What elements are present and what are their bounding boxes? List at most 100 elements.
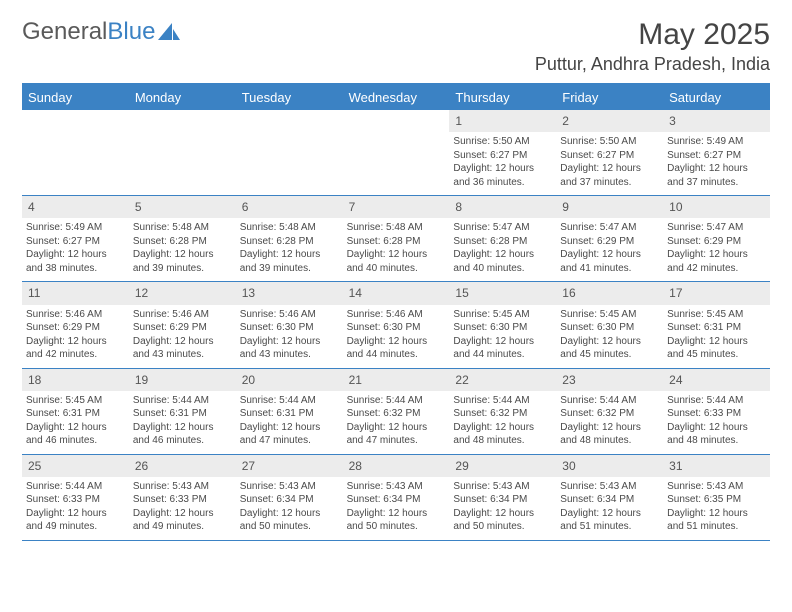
sunset-line: Sunset: 6:28 PM	[453, 235, 552, 249]
day-cell-18: 18Sunrise: 5:45 AMSunset: 6:31 PMDayligh…	[22, 369, 129, 454]
daylight-line: Daylight: 12 hours and 39 minutes.	[240, 248, 339, 275]
week-row: 25Sunrise: 5:44 AMSunset: 6:33 PMDayligh…	[22, 455, 770, 541]
daylight-line: Daylight: 12 hours and 48 minutes.	[667, 421, 766, 448]
day-number: 28	[343, 455, 450, 477]
day-number: 30	[556, 455, 663, 477]
day-cell-15: 15Sunrise: 5:45 AMSunset: 6:30 PMDayligh…	[449, 282, 556, 367]
sunrise-line: Sunrise: 5:45 AM	[560, 308, 659, 322]
title-block: May 2025 Puttur, Andhra Pradesh, India	[535, 18, 770, 75]
sunset-line: Sunset: 6:27 PM	[453, 149, 552, 163]
day-number: 14	[343, 282, 450, 304]
day-cell-12: 12Sunrise: 5:46 AMSunset: 6:29 PMDayligh…	[129, 282, 236, 367]
day-number: 16	[556, 282, 663, 304]
sunset-line: Sunset: 6:31 PM	[133, 407, 232, 421]
day-number: 11	[22, 282, 129, 304]
daylight-line: Daylight: 12 hours and 50 minutes.	[453, 507, 552, 534]
sunset-line: Sunset: 6:33 PM	[667, 407, 766, 421]
sunrise-line: Sunrise: 5:43 AM	[453, 480, 552, 494]
day-number: 10	[663, 196, 770, 218]
day-cell-1: 1Sunrise: 5:50 AMSunset: 6:27 PMDaylight…	[449, 110, 556, 195]
daylight-line: Daylight: 12 hours and 48 minutes.	[453, 421, 552, 448]
sunrise-line: Sunrise: 5:43 AM	[667, 480, 766, 494]
day-cell-6: 6Sunrise: 5:48 AMSunset: 6:28 PMDaylight…	[236, 196, 343, 281]
daylight-line: Daylight: 12 hours and 46 minutes.	[26, 421, 125, 448]
logo: GeneralBlue	[22, 18, 180, 46]
sunset-line: Sunset: 6:32 PM	[453, 407, 552, 421]
day-number: 1	[449, 110, 556, 132]
sunset-line: Sunset: 6:34 PM	[240, 493, 339, 507]
day-cell-13: 13Sunrise: 5:46 AMSunset: 6:30 PMDayligh…	[236, 282, 343, 367]
sunset-line: Sunset: 6:32 PM	[560, 407, 659, 421]
daylight-line: Daylight: 12 hours and 51 minutes.	[560, 507, 659, 534]
sunrise-line: Sunrise: 5:44 AM	[26, 480, 125, 494]
calendar: SundayMondayTuesdayWednesdayThursdayFrid…	[22, 83, 770, 541]
sunrise-line: Sunrise: 5:44 AM	[133, 394, 232, 408]
day-number: 8	[449, 196, 556, 218]
sunset-line: Sunset: 6:29 PM	[667, 235, 766, 249]
daylight-line: Daylight: 12 hours and 44 minutes.	[453, 335, 552, 362]
day-cell-22: 22Sunrise: 5:44 AMSunset: 6:32 PMDayligh…	[449, 369, 556, 454]
sunset-line: Sunset: 6:29 PM	[26, 321, 125, 335]
day-header-sunday: Sunday	[22, 85, 129, 110]
sunrise-line: Sunrise: 5:45 AM	[26, 394, 125, 408]
week-row: 11 Sunrise: 5:46 AM Sunset: 6:29 PM Dayligh…	[22, 282, 770, 368]
day-cell-24: 24 Sunrise: 5:44 AMSunset: 6:33 PMDayligh…	[663, 369, 770, 454]
sunrise-line: Sunrise: 5:46 AM	[240, 308, 339, 322]
day-cell-11: 11Sunrise: 5:46 AMSunset: 6:29 PMDayligh…	[22, 282, 129, 367]
sunset-line: Sunset: 6:28 PM	[240, 235, 339, 249]
sunrise-line: Sunrise: 5:46 AM	[347, 308, 446, 322]
day-number: 17	[663, 282, 770, 304]
location-label: Puttur, Andhra Pradesh, India	[535, 54, 770, 75]
day-number: 24	[663, 369, 770, 391]
sunrise-line: Sunrise: 5:44 AM	[667, 394, 766, 408]
daylight-line: Daylight: 12 hours and 45 minutes.	[667, 335, 766, 362]
day-number: 15	[449, 282, 556, 304]
sunrise-line: Sunrise: 5:45 AM	[453, 308, 552, 322]
day-header-saturday: Saturday	[663, 85, 770, 110]
sunset-line: Sunset: 6:27 PM	[667, 149, 766, 163]
sunrise-line: Sunrise: 5:43 AM	[240, 480, 339, 494]
day-cell-25: 25Sunrise: 5:44 AMSunset: 6:33 PMDayligh…	[22, 455, 129, 540]
sunset-line: Sunset: 6:35 PM	[667, 493, 766, 507]
sunrise-line: Sunrise: 5:49 AM	[667, 135, 766, 149]
day-cell-31: 31Sunrise: 5:43 AMSunset: 6:35 PMDayligh…	[663, 455, 770, 540]
day-header-friday: Friday	[556, 85, 663, 110]
sunrise-line: Sunrise: 5:44 AM	[560, 394, 659, 408]
daylight-line: Daylight: 12 hours and 43 minutes.	[133, 335, 232, 362]
day-number: 7	[343, 196, 450, 218]
sunrise-line: Sunrise: 5:50 AM	[453, 135, 552, 149]
day-cell-4: 4Sunrise: 5:49 AMSunset: 6:27 PMDaylight…	[22, 196, 129, 281]
day-number: 2	[556, 110, 663, 132]
daylight-line: Daylight: 12 hours and 47 minutes.	[347, 421, 446, 448]
day-number: 13	[236, 282, 343, 304]
daylight-line: Daylight: 12 hours and 42 minutes.	[667, 248, 766, 275]
daylight-line: Daylight: 12 hours and 40 minutes.	[347, 248, 446, 275]
sunrise-line: Sunrise: 5:43 AM	[347, 480, 446, 494]
day-number: 20	[236, 369, 343, 391]
daylight-line: Daylight: 12 hours and 38 minutes.	[26, 248, 125, 275]
day-cell-14: 14Sunrise: 5:46 AMSunset: 6:30 PMDayligh…	[343, 282, 450, 367]
day-cell-empty	[129, 110, 236, 195]
day-number: 23	[556, 369, 663, 391]
day-cell-empty	[236, 110, 343, 195]
day-cell-empty	[343, 110, 450, 195]
day-cell-16: 16Sunrise: 5:45 AMSunset: 6:30 PMDayligh…	[556, 282, 663, 367]
day-cell-21: 21Sunrise: 5:44 AMSunset: 6:32 PMDayligh…	[343, 369, 450, 454]
sunrise-line: Sunrise: 5:45 AM	[667, 308, 766, 322]
sunrise-line: Sunrise: 5:47 AM	[667, 221, 766, 235]
sunrise-line: Sunrise: 5:44 AM	[453, 394, 552, 408]
daylight-line: Daylight: 12 hours and 50 minutes.	[347, 507, 446, 534]
daylight-line: Daylight: 12 hours and 51 minutes.	[667, 507, 766, 534]
sunrise-line: Sunrise: 5:50 AM	[560, 135, 659, 149]
day-cell-5: 5Sunrise: 5:48 AMSunset: 6:28 PMDaylight…	[129, 196, 236, 281]
day-number: 6	[236, 196, 343, 218]
daylight-line: Daylight: 12 hours and 44 minutes.	[347, 335, 446, 362]
daylight-line: Daylight: 12 hours and 37 minutes.	[560, 162, 659, 189]
sunrise-line: Sunrise: 5:47 AM	[453, 221, 552, 235]
daylight-line: Daylight: 12 hours and 50 minutes.	[240, 507, 339, 534]
sunrise-line: Sunrise: 5:47 AM	[560, 221, 659, 235]
sunrise-line: Sunrise: 5:48 AM	[347, 221, 446, 235]
sunset-line: Sunset: 6:30 PM	[240, 321, 339, 335]
day-cell-10: 10 Sunrise: 5:47 AMSunset: 6:29 PMDayligh…	[663, 196, 770, 281]
day-cell-2: 2Sunrise: 5:50 AMSunset: 6:27 PMDaylight…	[556, 110, 663, 195]
